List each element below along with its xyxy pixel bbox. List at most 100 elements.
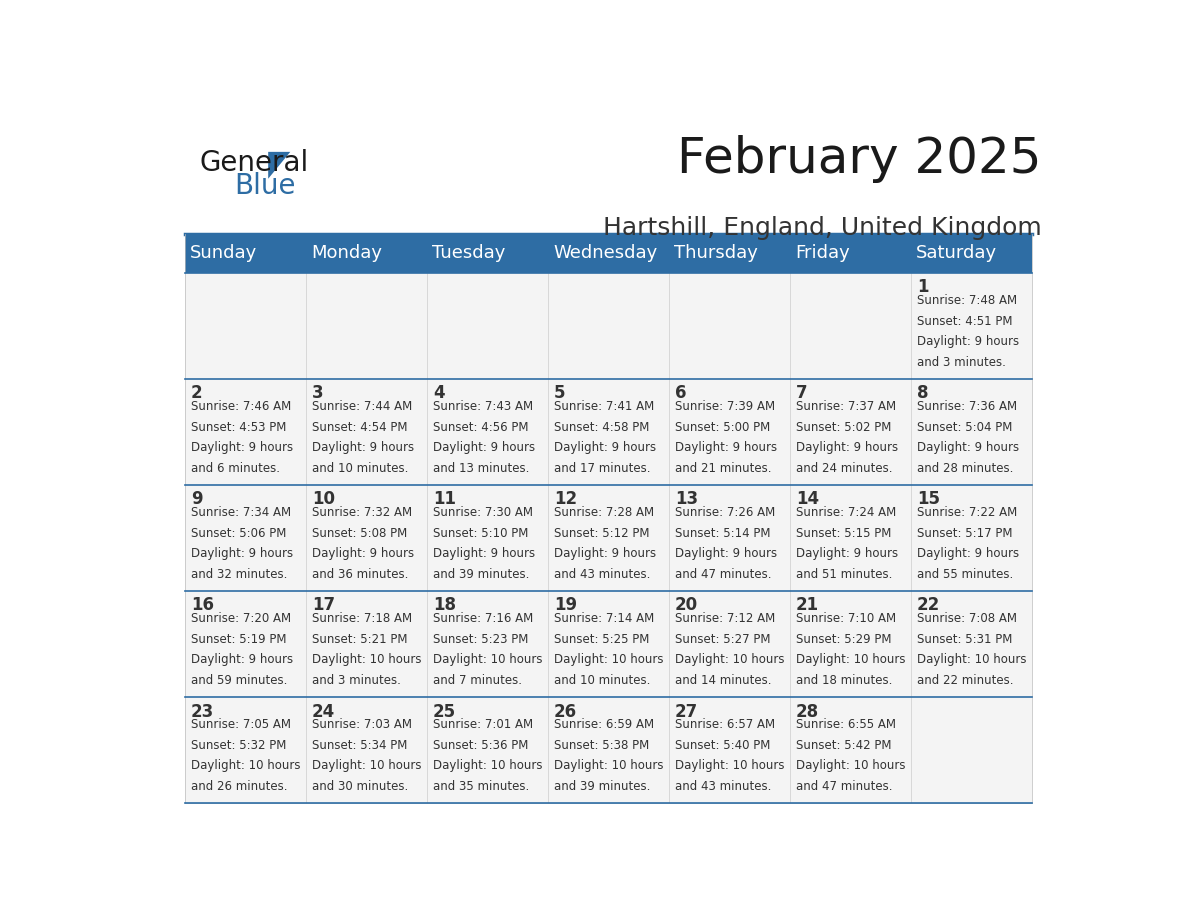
Text: and 17 minutes.: and 17 minutes. xyxy=(554,462,650,475)
Text: and 22 minutes.: and 22 minutes. xyxy=(917,674,1013,687)
Bar xyxy=(307,697,428,803)
Bar xyxy=(549,591,669,697)
Text: and 7 minutes.: and 7 minutes. xyxy=(432,674,522,687)
Bar xyxy=(911,485,1032,591)
Bar xyxy=(669,485,790,591)
Bar xyxy=(911,379,1032,485)
Text: Daylight: 9 hours: Daylight: 9 hours xyxy=(432,547,535,560)
Text: Sunrise: 7:12 AM: Sunrise: 7:12 AM xyxy=(675,612,775,625)
Bar xyxy=(307,591,428,697)
Text: Sunset: 5:10 PM: Sunset: 5:10 PM xyxy=(432,527,529,540)
Text: 25: 25 xyxy=(432,702,456,721)
Text: Sunset: 5:27 PM: Sunset: 5:27 PM xyxy=(675,633,770,645)
Text: and 13 minutes.: and 13 minutes. xyxy=(432,462,529,475)
Text: Sunrise: 7:08 AM: Sunrise: 7:08 AM xyxy=(917,612,1017,625)
Text: Sunset: 5:19 PM: Sunset: 5:19 PM xyxy=(191,633,286,645)
Text: Sunset: 4:53 PM: Sunset: 4:53 PM xyxy=(191,420,286,433)
Text: Sunrise: 6:57 AM: Sunrise: 6:57 AM xyxy=(675,718,775,731)
Bar xyxy=(307,273,428,379)
Text: 7: 7 xyxy=(796,385,808,402)
Text: Sunset: 5:38 PM: Sunset: 5:38 PM xyxy=(554,739,649,752)
Text: Sunrise: 7:46 AM: Sunrise: 7:46 AM xyxy=(191,400,291,413)
Text: 6: 6 xyxy=(675,385,687,402)
Text: Daylight: 10 hours: Daylight: 10 hours xyxy=(554,654,663,666)
Bar xyxy=(669,591,790,697)
Bar xyxy=(185,697,307,803)
Bar xyxy=(307,379,428,485)
Bar xyxy=(428,379,549,485)
Bar xyxy=(307,234,428,273)
Bar xyxy=(790,273,911,379)
Text: 5: 5 xyxy=(554,385,565,402)
Text: 23: 23 xyxy=(191,702,214,721)
Bar xyxy=(549,234,669,273)
Bar xyxy=(790,234,911,273)
Text: and 10 minutes.: and 10 minutes. xyxy=(554,674,650,687)
Text: Sunset: 5:25 PM: Sunset: 5:25 PM xyxy=(554,633,650,645)
Bar xyxy=(790,379,911,485)
Text: 20: 20 xyxy=(675,597,699,614)
Text: and 32 minutes.: and 32 minutes. xyxy=(191,568,287,581)
Text: and 59 minutes.: and 59 minutes. xyxy=(191,674,287,687)
Text: Sunrise: 7:05 AM: Sunrise: 7:05 AM xyxy=(191,718,291,731)
Text: 14: 14 xyxy=(796,490,819,509)
Text: Sunset: 5:08 PM: Sunset: 5:08 PM xyxy=(312,527,407,540)
Text: Sunset: 5:15 PM: Sunset: 5:15 PM xyxy=(796,527,891,540)
Text: Sunset: 5:40 PM: Sunset: 5:40 PM xyxy=(675,739,770,752)
Bar xyxy=(790,591,911,697)
Text: 10: 10 xyxy=(312,490,335,509)
Bar xyxy=(669,697,790,803)
Bar xyxy=(549,273,669,379)
Text: Sunset: 4:58 PM: Sunset: 4:58 PM xyxy=(554,420,650,433)
Text: Daylight: 9 hours: Daylight: 9 hours xyxy=(675,442,777,454)
Text: and 39 minutes.: and 39 minutes. xyxy=(432,568,529,581)
Bar xyxy=(428,591,549,697)
Text: Sunset: 5:34 PM: Sunset: 5:34 PM xyxy=(312,739,407,752)
Text: and 24 minutes.: and 24 minutes. xyxy=(796,462,892,475)
Text: Daylight: 9 hours: Daylight: 9 hours xyxy=(796,442,898,454)
Text: Daylight: 9 hours: Daylight: 9 hours xyxy=(312,442,413,454)
Text: Monday: Monday xyxy=(311,244,383,263)
Text: Daylight: 9 hours: Daylight: 9 hours xyxy=(917,335,1019,348)
Text: and 36 minutes.: and 36 minutes. xyxy=(312,568,409,581)
Bar xyxy=(428,697,549,803)
Bar xyxy=(911,273,1032,379)
Text: Sunset: 5:02 PM: Sunset: 5:02 PM xyxy=(796,420,891,433)
Bar xyxy=(185,485,307,591)
Text: Sunrise: 7:48 AM: Sunrise: 7:48 AM xyxy=(917,294,1017,307)
Text: and 30 minutes.: and 30 minutes. xyxy=(312,780,409,793)
Text: Daylight: 9 hours: Daylight: 9 hours xyxy=(554,442,656,454)
Text: 11: 11 xyxy=(432,490,456,509)
Text: and 43 minutes.: and 43 minutes. xyxy=(554,568,650,581)
Text: Sunrise: 6:55 AM: Sunrise: 6:55 AM xyxy=(796,718,896,731)
Text: and 28 minutes.: and 28 minutes. xyxy=(917,462,1013,475)
Text: Sunset: 5:14 PM: Sunset: 5:14 PM xyxy=(675,527,770,540)
Bar xyxy=(911,234,1032,273)
Text: Daylight: 9 hours: Daylight: 9 hours xyxy=(796,547,898,560)
Text: Sunset: 5:32 PM: Sunset: 5:32 PM xyxy=(191,739,286,752)
Text: General: General xyxy=(200,149,309,177)
Text: Daylight: 9 hours: Daylight: 9 hours xyxy=(191,547,293,560)
Text: Sunrise: 7:36 AM: Sunrise: 7:36 AM xyxy=(917,400,1017,413)
Text: Sunrise: 7:01 AM: Sunrise: 7:01 AM xyxy=(432,718,533,731)
Text: and 6 minutes.: and 6 minutes. xyxy=(191,462,280,475)
Text: Sunset: 4:51 PM: Sunset: 4:51 PM xyxy=(917,315,1012,328)
Text: Sunset: 5:04 PM: Sunset: 5:04 PM xyxy=(917,420,1012,433)
Text: 22: 22 xyxy=(917,597,940,614)
Text: Daylight: 10 hours: Daylight: 10 hours xyxy=(917,654,1026,666)
Text: Sunrise: 6:59 AM: Sunrise: 6:59 AM xyxy=(554,718,655,731)
Text: 16: 16 xyxy=(191,597,214,614)
Text: and 39 minutes.: and 39 minutes. xyxy=(554,780,650,793)
Text: Sunset: 5:00 PM: Sunset: 5:00 PM xyxy=(675,420,770,433)
Text: 18: 18 xyxy=(432,597,456,614)
Text: Daylight: 10 hours: Daylight: 10 hours xyxy=(312,759,422,772)
Bar xyxy=(185,379,307,485)
Text: Sunrise: 7:26 AM: Sunrise: 7:26 AM xyxy=(675,506,775,519)
Text: 19: 19 xyxy=(554,597,577,614)
Text: Sunrise: 7:20 AM: Sunrise: 7:20 AM xyxy=(191,612,291,625)
Text: 13: 13 xyxy=(675,490,699,509)
Text: Tuesday: Tuesday xyxy=(432,244,506,263)
Bar xyxy=(669,273,790,379)
Text: Sunset: 5:12 PM: Sunset: 5:12 PM xyxy=(554,527,650,540)
Text: and 47 minutes.: and 47 minutes. xyxy=(675,568,771,581)
